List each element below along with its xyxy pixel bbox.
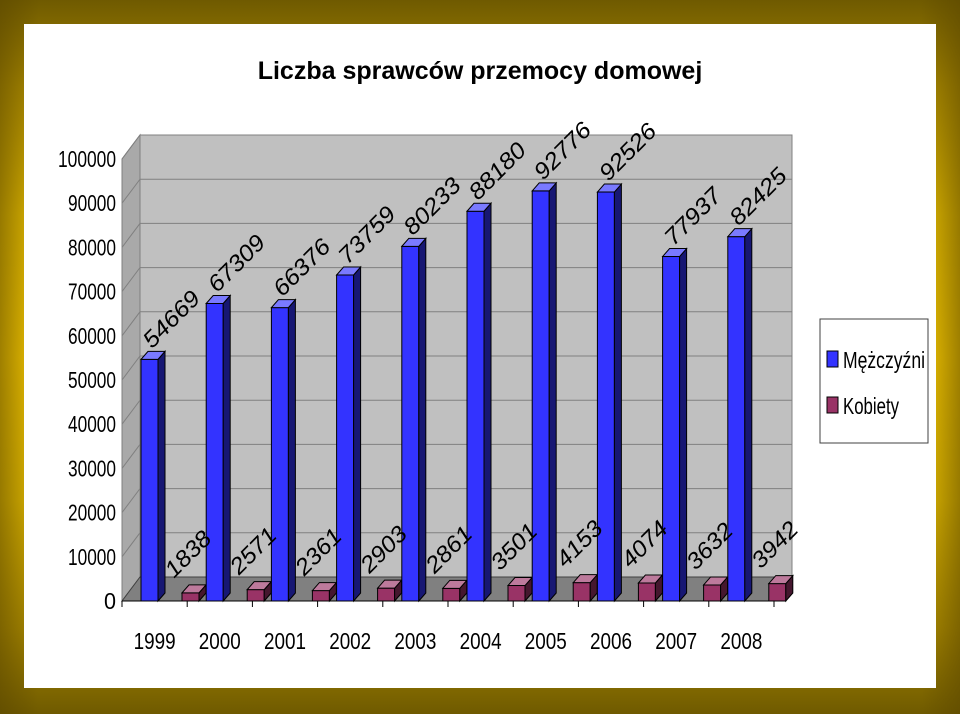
bar-kobiety [506, 576, 534, 603]
legend: Mężczyźni Kobiety [819, 318, 929, 444]
legend-box [819, 318, 929, 444]
bar-mezczyzni [139, 350, 167, 603]
y-tick-label: 20000 [68, 500, 116, 526]
bar-kobiety [311, 581, 338, 603]
y-tick-label: 80000 [68, 234, 116, 260]
bar-kobiety [376, 578, 403, 603]
bar-kobiety [702, 575, 729, 603]
bar-kobiety-front [703, 584, 722, 602]
bar-kobiety-front [246, 589, 265, 602]
bar-kobiety-top [767, 575, 794, 585]
y-tick-label: 40000 [68, 411, 116, 437]
y-tick-label: 60000 [68, 323, 116, 349]
bar-kobiety-front [442, 587, 461, 602]
bar-mezczyzni-front [270, 307, 289, 602]
y-tick-label: 70000 [68, 279, 116, 305]
x-tick-label: 2001 [264, 628, 306, 654]
bar-mezczyzni-front [662, 256, 681, 602]
x-tick-label: 1999 [134, 628, 176, 654]
bar-mezczyzni-side [613, 182, 622, 603]
x-tick-label: 2005 [525, 628, 567, 654]
bar-mezczyzni-front [727, 236, 746, 602]
gridline [121, 399, 792, 425]
gridline [121, 532, 792, 558]
gridline [121, 311, 792, 337]
chart-title: Liczba sprawców przemocy domowej [258, 57, 703, 85]
x-tick-label: 2002 [329, 628, 371, 654]
bar-mezczyzni-side [353, 265, 362, 603]
bar-kobiety [637, 573, 664, 603]
gridline [121, 178, 792, 204]
bar-mezczyzni-top [400, 237, 427, 247]
bar-mezczyzni [465, 201, 493, 603]
bar-mezczyzni [596, 182, 623, 603]
bar-kobiety-front [507, 585, 526, 602]
bar-kobiety-front [768, 583, 787, 602]
legend-label: Mężczyźni [843, 347, 925, 373]
bar-mezczyzni-side [679, 247, 688, 603]
bar-kobiety-front [311, 590, 330, 602]
legend-swatch [826, 396, 839, 414]
bar-kobiety [572, 573, 599, 603]
bar-mezczyzni [726, 227, 753, 603]
x-tick-label: 2006 [590, 628, 632, 654]
bar-mezczyzni-side [548, 181, 557, 603]
gridline [121, 134, 792, 160]
bar-mezczyzni-side [744, 227, 753, 603]
bar-mezczyzni-front [140, 358, 159, 602]
bar-mezczyzni-top [465, 202, 493, 212]
bar-mezczyzni-top [270, 299, 297, 309]
x-tick-label: 2004 [460, 628, 502, 654]
bar-mezczyzni-top [596, 183, 623, 193]
bar-mezczyzni-top [205, 294, 232, 304]
legend-label: Kobiety [843, 393, 899, 419]
gridline [121, 222, 792, 248]
slide: Liczba sprawców przemocy domowej 0 10000 20… [24, 24, 936, 688]
y-tick-label: 50000 [68, 367, 116, 393]
bar-mezczyzni-top [139, 350, 167, 360]
y-tick-label: 10000 [68, 544, 116, 570]
bar-mezczyzni-side [418, 237, 427, 603]
bar-mezczyzni-front [205, 302, 224, 602]
gridline [121, 355, 792, 381]
x-tick-label: 2000 [199, 628, 241, 654]
bar-mezczyzni [205, 294, 232, 603]
y-tick-label: 0 [104, 588, 116, 614]
bar-mezczyzni-side [483, 201, 492, 603]
gridline [121, 488, 792, 513]
bar-mezczyzni [400, 237, 427, 603]
bar-chart: Liczba sprawców przemocy domowej 0 10000 20… [58, 57, 929, 654]
bar-kobiety-front [572, 582, 591, 602]
y-tick-label: 90000 [68, 190, 116, 216]
bar-mezczyzni [335, 265, 362, 603]
bar-kobiety [767, 574, 794, 603]
bar-kobiety-front [377, 587, 396, 602]
legend-swatch [826, 350, 839, 368]
bar-kobiety [180, 583, 208, 603]
bar-mezczyzni [270, 298, 297, 603]
gridline [121, 267, 792, 292]
bar-mezczyzni-front [336, 274, 355, 602]
x-tick-label: 2008 [720, 628, 762, 654]
bar-mezczyzni [661, 247, 688, 603]
bar-kobiety [441, 579, 468, 603]
x-tick-label: 2003 [394, 628, 436, 654]
y-tick-label: 100000 [58, 146, 116, 172]
bar-kobiety-front [181, 592, 200, 602]
bar-mezczyzni-top [726, 228, 753, 238]
bar-mezczyzni-top [661, 248, 688, 258]
gridline [121, 443, 792, 469]
bar-mezczyzni [531, 181, 558, 603]
bar-kobiety-front [637, 582, 656, 602]
y-tick-label: 30000 [68, 455, 116, 481]
bar-mezczyzni-front [401, 245, 420, 602]
bar-mezczyzni-top [335, 266, 362, 276]
bar-mezczyzni-top [531, 182, 558, 192]
x-tick-label: 2007 [655, 628, 697, 654]
